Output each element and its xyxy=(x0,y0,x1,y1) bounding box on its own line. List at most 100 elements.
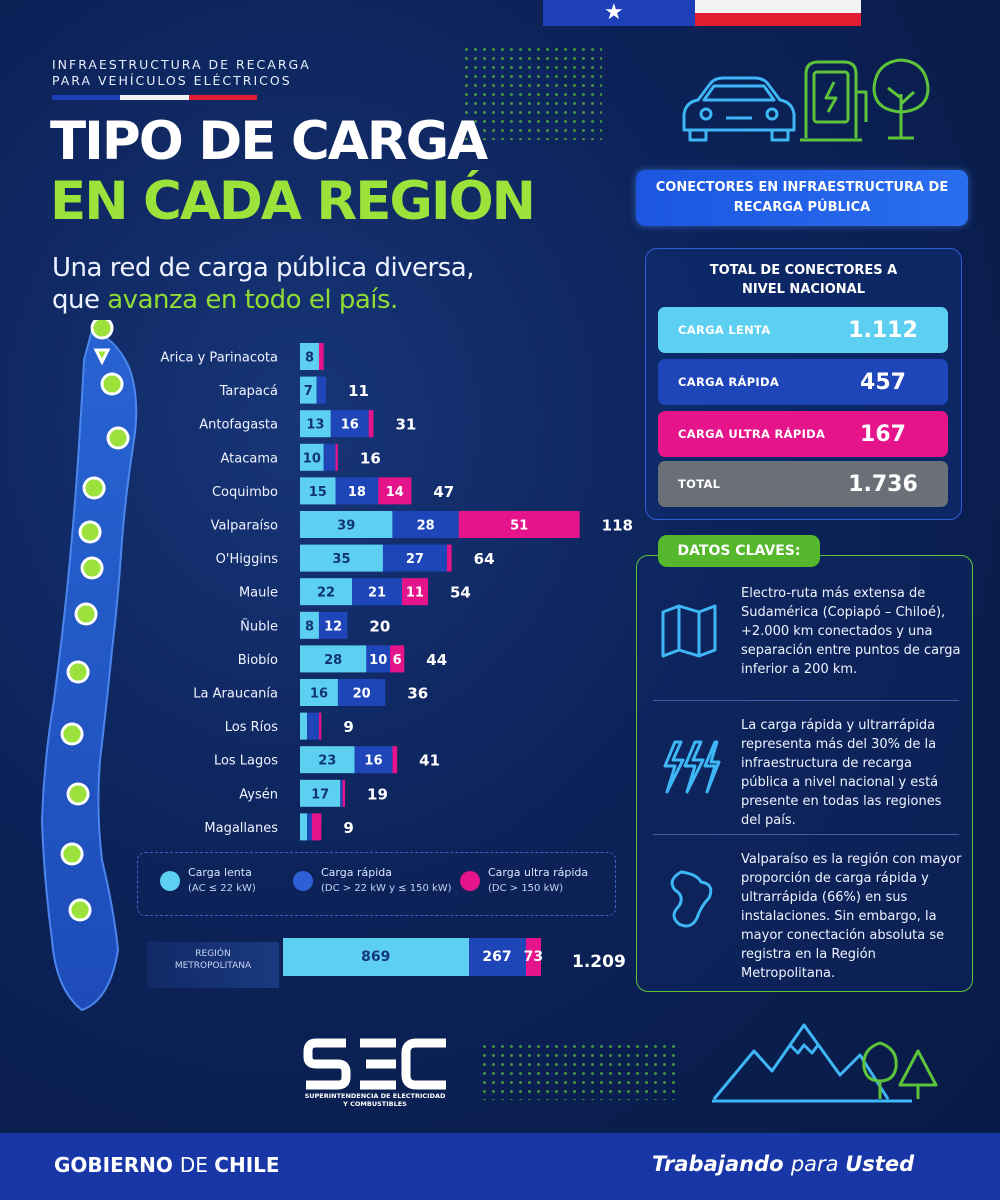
sec-logo-caption: SUPERINTENDENCIA DE ELECTRICIDAD Y COMBU… xyxy=(304,1092,446,1108)
bar-segment-label: 39 xyxy=(337,519,355,534)
region-label: Coquimbo xyxy=(212,485,278,500)
kicker-flag-bar xyxy=(52,95,257,100)
region-label: Los Ríos xyxy=(225,720,278,735)
bar-segment-label: 22 xyxy=(317,586,335,601)
total-row-total: TOTAL 1.736 xyxy=(658,461,948,507)
bar-total-label: 36 xyxy=(407,685,428,703)
bar-segment-label: 16 xyxy=(341,418,359,433)
bar-total-label: 54 xyxy=(450,584,471,602)
bar-total-label: 11 xyxy=(348,382,369,400)
bar-segment-rapida xyxy=(337,679,386,706)
bar-segment-label: 13 xyxy=(306,418,324,433)
kicker: INFRAESTRUCTURA DE RECARGA PARA VEHÍCULO… xyxy=(52,57,311,88)
metropolitana-rapida-segment: 267 xyxy=(468,938,526,976)
region-label: O'Higgins xyxy=(216,552,279,567)
bar-segment-lenta xyxy=(300,645,367,673)
mountains-illustration xyxy=(712,1023,938,1103)
total-row-rapida: CARGA RÁPIDA 457 xyxy=(658,359,948,405)
bar-segment-label: 28 xyxy=(324,653,342,668)
bar-segment-label: 35 xyxy=(332,552,350,567)
bar-segment-rapida xyxy=(307,712,319,740)
regional-stacked-bar-chart: Arica y Parinacota 8 Tarapacá 7 11 Antofagast… xyxy=(161,343,633,841)
national-totals-title: TOTAL DE CONECTORES A NIVEL NACIONAL xyxy=(709,263,898,297)
bar-segment-lenta xyxy=(300,477,336,505)
bar-segment-label: 11 xyxy=(406,586,424,601)
bar-segment-label: 8 xyxy=(305,351,314,366)
footer-slogan: Trabajando para Usted xyxy=(652,1152,915,1176)
bar-segment-label: 16 xyxy=(364,754,382,769)
dot-pattern xyxy=(462,45,602,140)
bar-segment-rapida xyxy=(330,410,369,438)
legend-item-lenta: Carga lenta (AC ≤ 22 kW) xyxy=(160,865,256,896)
bar-segment-rapida xyxy=(318,611,348,639)
metropolitana-total: 1.209 xyxy=(572,952,626,972)
region-shape-icon xyxy=(670,870,713,928)
metropolitana-lenta-segment: 869 xyxy=(283,938,469,976)
bar-segment-rapida xyxy=(323,443,336,471)
region-label: Ñuble xyxy=(240,618,278,634)
bar-segment-rapida xyxy=(354,746,393,774)
bar-segment-lenta xyxy=(300,611,319,639)
chile-flag: ★ xyxy=(543,0,861,26)
bar-total-label: 64 xyxy=(474,550,495,568)
bar-total-label: 44 xyxy=(426,651,447,669)
legend-item-ultra: Carga ultra rápida (DC > 150 kW) xyxy=(460,865,588,896)
bar-total-label: 16 xyxy=(360,449,381,467)
bar-segment-label: 28 xyxy=(417,519,435,534)
metropolitana-bar: 869 267 73 xyxy=(283,938,543,976)
bar-segment-ultra xyxy=(401,578,428,606)
region-label: Antofagasta xyxy=(199,418,278,433)
map-icon xyxy=(661,604,717,658)
bar-segment-label: 10 xyxy=(369,653,387,668)
region-label: Atacama xyxy=(221,451,278,466)
total-row-lenta: CARGA LENTA 1.112 xyxy=(658,307,948,353)
key-fact-2: La carga rápida y ultrarrápida represent… xyxy=(741,718,942,828)
divider xyxy=(653,834,959,835)
bar-segment-label: 18 xyxy=(348,485,366,500)
bar-segment-rapida xyxy=(392,511,459,538)
bar-segment-ultra xyxy=(318,712,322,740)
bar-segment-rapida xyxy=(340,779,343,807)
bar-segment-label: 21 xyxy=(368,586,386,601)
subtitle: Una red de carga pública diversa, que av… xyxy=(52,253,474,315)
footer-bar xyxy=(0,1133,1000,1200)
divider xyxy=(653,700,959,701)
bar-segment-lenta xyxy=(300,376,317,404)
bar-segment-rapida xyxy=(316,376,327,404)
bar-segment-label: 14 xyxy=(386,485,404,500)
bar-segment-lenta xyxy=(300,443,324,471)
bar-segment-lenta xyxy=(300,578,353,606)
bar-segment-label: 17 xyxy=(311,787,329,802)
chart-legend: Carga lenta (AC ≤ 22 kW) Carga rápida (DC … xyxy=(137,852,616,916)
bar-segment-lenta xyxy=(300,813,308,841)
bar-segment-label: 27 xyxy=(406,552,424,567)
bar-segment-label: 12 xyxy=(324,619,342,634)
key-fact-3: Valparaíso es la región con mayor propor… xyxy=(741,852,962,981)
bar-total-label: 9 xyxy=(343,819,353,837)
bar-segment-ultra xyxy=(392,746,398,774)
bar-segment-lenta xyxy=(300,544,383,572)
sec-logo xyxy=(303,1038,446,1090)
bar-segment-ultra xyxy=(311,813,322,841)
bar-total-label: 118 xyxy=(602,517,633,535)
key-facts-title: DATOS CLAVES: xyxy=(658,535,820,567)
bar-segment-rapida xyxy=(307,813,312,841)
bar-segment-ultra xyxy=(335,443,338,471)
bar-segment-ultra xyxy=(458,511,580,538)
metropolitana-ultra-segment: 73 xyxy=(524,938,543,976)
bar-segment-rapida xyxy=(382,544,447,572)
region-label: Magallanes xyxy=(204,821,278,836)
bar-segment-label: 8 xyxy=(305,619,314,634)
bar-segment-label: 23 xyxy=(318,754,336,769)
bar-segment-rapida xyxy=(352,578,402,606)
bar-total-label: 31 xyxy=(395,416,416,434)
bar-segment-ultra xyxy=(318,343,324,370)
chile-map xyxy=(40,320,138,1012)
bar-segment-rapida xyxy=(366,645,391,673)
bar-segment-ultra xyxy=(342,779,346,807)
bar-total-label: 47 xyxy=(433,483,454,501)
region-label: Arica y Parinacota xyxy=(161,351,278,366)
map-pins xyxy=(60,320,130,922)
bar-segment-lenta xyxy=(300,779,341,807)
bar-segment-lenta xyxy=(300,511,393,538)
